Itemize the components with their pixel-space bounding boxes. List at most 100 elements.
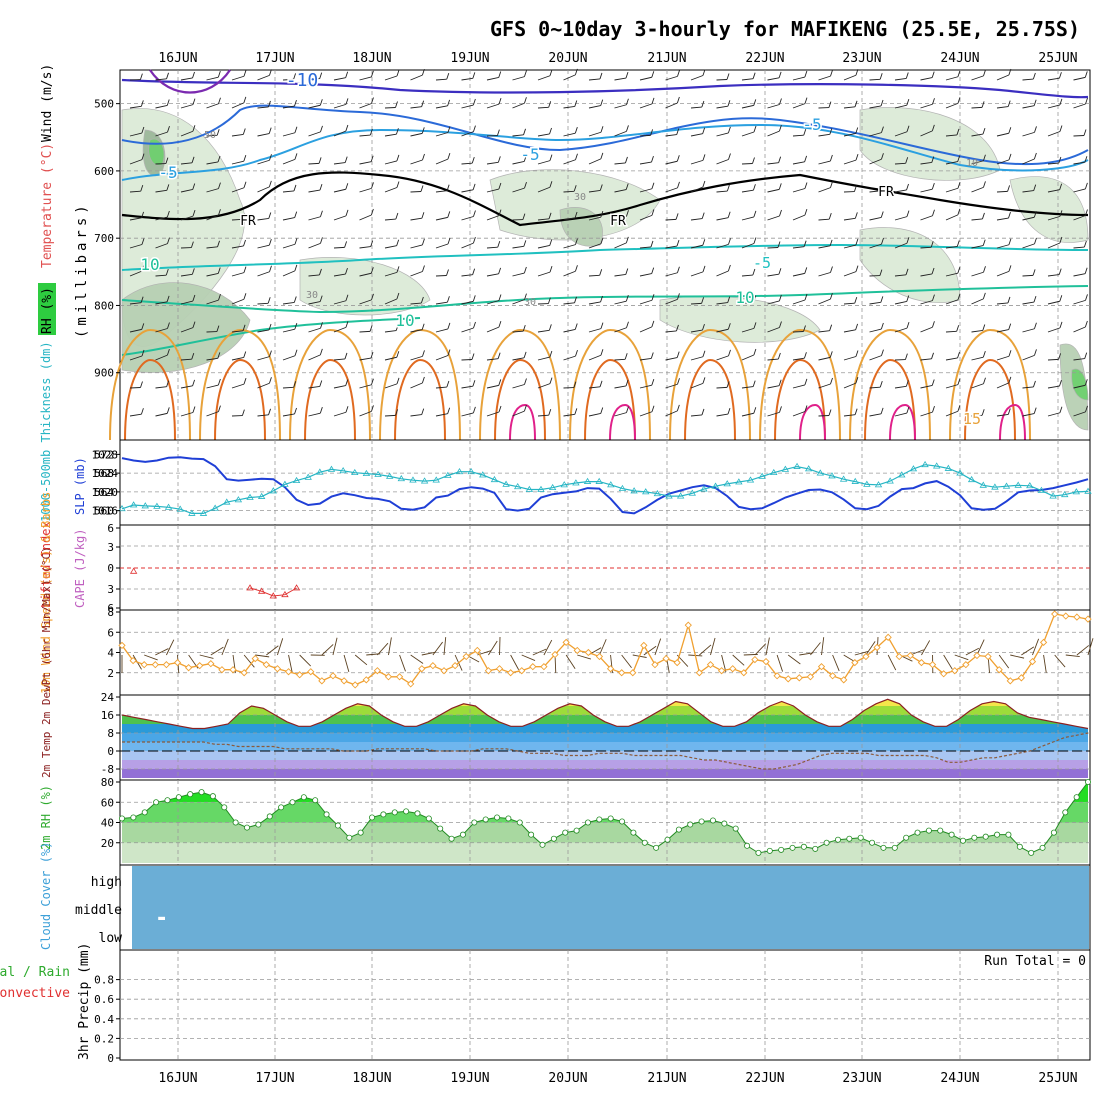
wind-barb-flag: [217, 155, 221, 163]
wind-barb: [257, 329, 270, 333]
wind-10m-point: [429, 662, 437, 670]
wind-10m-point: [951, 667, 959, 675]
wind-barb: [741, 386, 754, 389]
wind-10m-point: [573, 646, 581, 655]
wind-barb-flag: [1034, 237, 1037, 245]
wind-barb: [308, 162, 320, 165]
wind-barb: [129, 413, 142, 417]
wind-barb: [435, 355, 449, 361]
wind-barb-flag: [318, 157, 322, 164]
wind-barb: [1022, 158, 1035, 165]
wind-barb-flag: [650, 240, 654, 248]
slp-tick-label: 1020: [92, 486, 119, 499]
cloud-level-high: high: [91, 875, 122, 890]
wind-barb: [818, 356, 831, 361]
wind-barb-flag: [1008, 68, 1012, 76]
wind-barb: [486, 358, 499, 361]
wind-barb-flag: [1033, 211, 1037, 218]
wind-barb-flag: [167, 237, 170, 244]
wind-barb-flag: [473, 210, 476, 217]
wind-barb-flag: [701, 100, 705, 108]
wind-barb-flag: [1008, 238, 1012, 245]
wind-barb-flag: [269, 69, 272, 76]
wind-barb-flag: [421, 408, 425, 415]
y-tick-label: 8: [107, 606, 114, 619]
wind-barb-flag: [753, 295, 757, 302]
wind-barb-flag: [447, 99, 451, 107]
wind-10m-barb: [854, 650, 869, 656]
wind-barb-flag: [626, 321, 629, 328]
wind-10m-barb: [144, 654, 158, 661]
wind-barb-flag: [624, 353, 628, 360]
wind-barb-flag: [447, 349, 451, 356]
wind-barb-flag: [345, 209, 349, 217]
wind-10m-barb: [199, 654, 214, 659]
wind-barb-flag: [904, 353, 908, 360]
wind-barb-flag: [446, 380, 450, 388]
wind-barb: [690, 302, 702, 305]
wind-10m-point: [629, 669, 637, 677]
wind-barb: [818, 415, 830, 417]
wind-barb-flag: [294, 238, 298, 245]
wind-barb: [1022, 328, 1035, 333]
y-tick-label: 80: [101, 776, 114, 789]
wind-barb: [308, 301, 321, 305]
rh-contour-region: [1071, 368, 1089, 401]
wind-barb: [563, 217, 576, 221]
wind-barb-flag: [294, 153, 298, 160]
wind-10m-point: [284, 668, 293, 676]
wind-barb-flag: [702, 127, 706, 134]
wind-10m-point: [207, 660, 215, 668]
wind-barb: [180, 300, 193, 305]
wind-barb-flag: [319, 348, 323, 356]
wind-barb: [639, 411, 653, 417]
wind-barb-flag: [905, 268, 909, 275]
wind-barb: [435, 78, 447, 81]
wind-barb: [231, 102, 245, 109]
wind-barb-flag: [320, 125, 323, 133]
wind-barb-flag: [829, 292, 833, 300]
wind-barb: [665, 272, 678, 277]
wind-10m-point: [418, 665, 426, 673]
wind-barb-flag: [141, 238, 145, 245]
wind-barb-flag: [906, 125, 910, 132]
wind-barb: [537, 356, 550, 361]
wind-barb-flag: [880, 184, 883, 191]
wind-barb: [1047, 274, 1060, 277]
wind-10m-point: [462, 652, 470, 661]
wind-barb-flag: [753, 322, 757, 329]
wind-barb-flag: [549, 239, 553, 246]
wind-10m-point: [1062, 612, 1070, 620]
thickness-point: [211, 504, 219, 511]
rh-2m-point: [834, 836, 841, 843]
thickness-point: [758, 472, 766, 479]
wind-barb: [920, 358, 932, 361]
wind-barb: [971, 218, 983, 221]
wind-barb-flag: [600, 349, 604, 356]
wind-10m-barb: [887, 654, 897, 671]
thickness-point: [223, 498, 231, 505]
warm-contour: [864, 358, 916, 441]
wind-barb: [206, 299, 219, 305]
wind-10m-barb: [1032, 638, 1040, 656]
wind-barb: [563, 159, 576, 165]
wind-barb-flag: [421, 376, 425, 384]
y-tick-label: 0.8: [94, 974, 114, 987]
wind-barb: [1073, 299, 1086, 305]
wind-10m-barb: [488, 640, 498, 656]
wind-barb-flag: [524, 181, 527, 189]
wind-barb: [512, 102, 525, 109]
wind-barb-flag: [599, 184, 603, 191]
wind-barb-flag: [651, 267, 655, 274]
wind-barb: [639, 103, 653, 109]
rh-contour-region: [1009, 176, 1089, 243]
wind-barb-flag: [828, 213, 832, 220]
wind-barb: [563, 74, 576, 81]
date-tick-label: 24JUN: [940, 1071, 979, 1086]
y-tick-label: -8: [101, 763, 114, 776]
cloud-cover-panel: - high middle low Cloud Cover (%): [39, 842, 1091, 951]
date-tick-label: 19JUN: [450, 51, 489, 66]
temperature-contours: [109, 69, 1089, 441]
wind-barb-flag: [982, 127, 986, 135]
wind-10m-point: [440, 667, 448, 675]
